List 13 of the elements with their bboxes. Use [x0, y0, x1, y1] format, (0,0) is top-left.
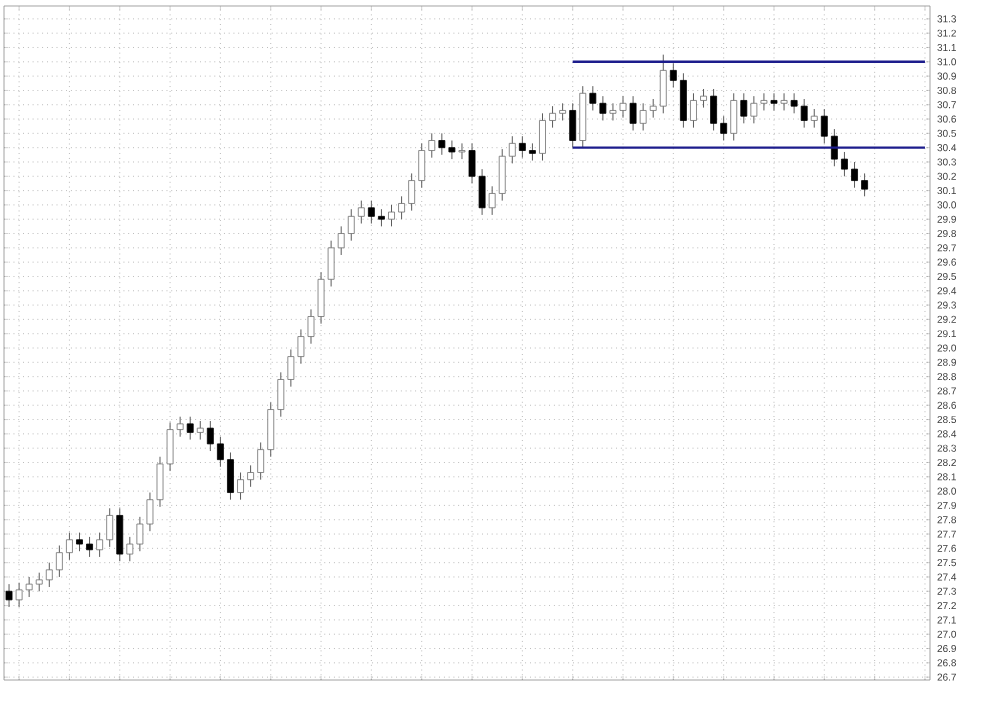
candlestick	[629, 95, 637, 131]
candlestick	[196, 420, 204, 441]
candlestick	[730, 92, 738, 142]
candlestick	[740, 92, 748, 124]
candlestick	[569, 102, 577, 149]
candlestick	[186, 416, 194, 441]
candlestick	[458, 142, 466, 160]
candlestick	[5, 583, 13, 608]
candlestick	[770, 92, 778, 111]
candlestick	[780, 92, 788, 111]
candlestick	[116, 507, 124, 562]
candlestick	[579, 85, 587, 149]
candlestick	[810, 108, 818, 129]
